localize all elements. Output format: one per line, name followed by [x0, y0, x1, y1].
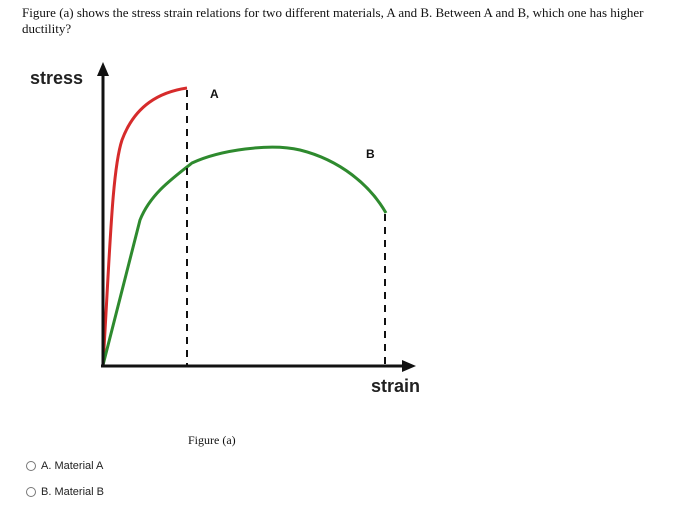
figure-caption: Figure (a)	[188, 433, 236, 447]
y-arrow	[97, 62, 109, 76]
x-arrow	[402, 360, 416, 372]
curve-b	[101, 145, 388, 366]
y-axis-label: stress	[30, 68, 83, 88]
curve-b-label: B	[366, 147, 375, 161]
x-axis-label: strain	[371, 376, 420, 396]
option[interactable]: A. Material A	[26, 460, 103, 472]
radio[interactable]	[26, 487, 36, 497]
option[interactable]: B. Material B	[26, 486, 104, 498]
curve-a-label: A	[210, 87, 219, 101]
question-text: Figure (a) shows the stress strain relat…	[22, 5, 644, 36]
option-label: B. Material B	[41, 486, 104, 498]
curve-a	[101, 86, 188, 366]
option-label: A. Material A	[41, 460, 104, 472]
curves	[101, 86, 388, 366]
radio[interactable]	[26, 461, 36, 471]
